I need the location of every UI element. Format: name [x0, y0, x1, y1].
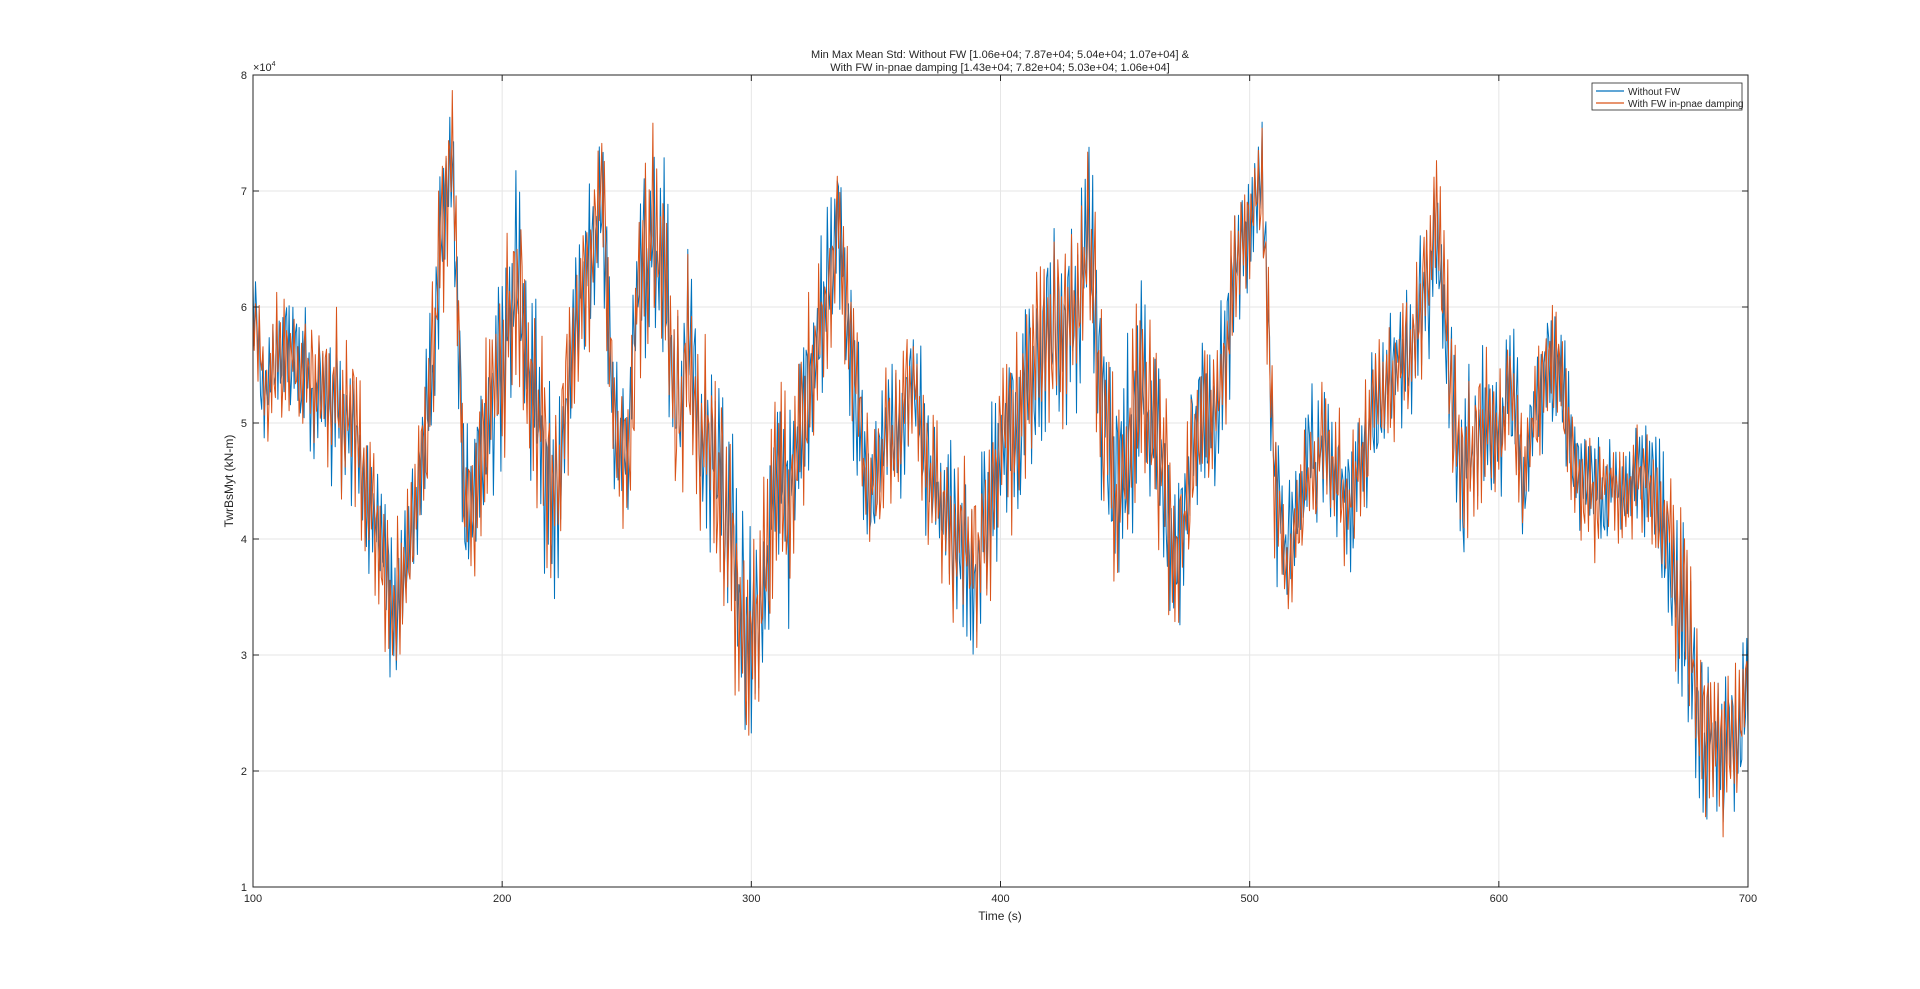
x-tick-label: 600 — [1490, 893, 1508, 905]
chart-title-line-1: Min Max Mean Std: Without FW [1.06e+04; … — [811, 49, 1190, 61]
x-tick-label: 400 — [991, 893, 1009, 905]
x-axis-label: Time (s) — [978, 909, 1022, 923]
ticks: 100 200 300 400 500 600 700 1 2 3 4 5 6 7 8 — [241, 70, 1757, 905]
x-tick-label: 300 — [742, 893, 760, 905]
y-exponent-power: 4 — [272, 61, 276, 68]
y-tick-label: 7 — [241, 186, 247, 198]
y-tick-label: 4 — [241, 534, 247, 546]
y-axis-label: TwrBsMyt (kN-m) — [222, 435, 236, 528]
y-tick-label: 6 — [241, 302, 247, 314]
y-tick-label: 3 — [241, 650, 247, 662]
legend-box — [1591, 82, 1743, 111]
x-tick-label: 500 — [1240, 893, 1258, 905]
x-tick-label: 700 — [1739, 893, 1757, 905]
y-tick-label: 5 — [241, 418, 247, 430]
y-exponent-base: ×10 — [253, 62, 272, 74]
series-layer — [253, 90, 1748, 838]
legend-label-without-fw: Without FW — [1628, 87, 1681, 98]
chart-title-line-2: With FW in-pnae damping [1.43e+04; 7.82e… — [830, 62, 1169, 74]
y-tick-label: 8 — [241, 70, 247, 82]
series-line-without-fw — [253, 116, 1748, 823]
legend: Without FW With FW in-pnae damping — [1591, 82, 1744, 111]
legend-label-with-fw: With FW in-pnae damping — [1628, 99, 1744, 110]
y-tick-label: 1 — [241, 882, 247, 894]
y-exponent: ×104 — [253, 61, 276, 74]
x-tick-label: 200 — [493, 893, 511, 905]
y-tick-label: 2 — [241, 766, 247, 778]
x-tick-label: 100 — [244, 893, 262, 905]
series-line-with-fw — [253, 90, 1748, 838]
